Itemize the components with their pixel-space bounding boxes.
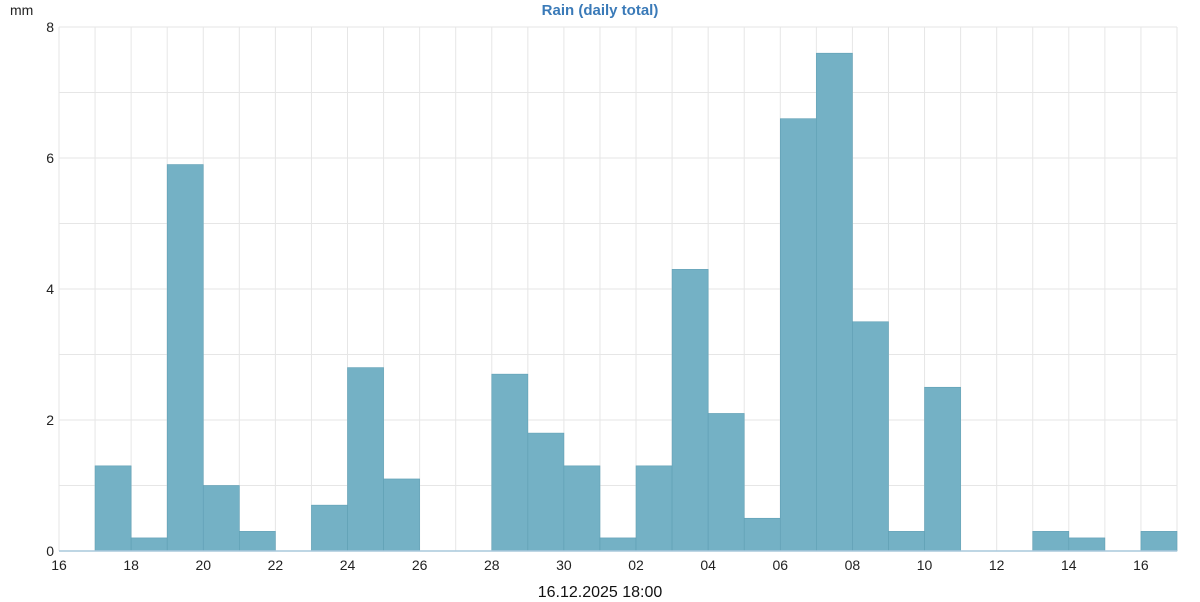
x-tick-label: 18: [123, 557, 139, 573]
y-tick-label: 8: [46, 19, 54, 35]
bar-20.11: [202, 485, 240, 552]
y-tick-label: 0: [46, 543, 54, 559]
y-tick-label: 4: [46, 281, 54, 297]
x-tick-label: 06: [773, 557, 789, 573]
bar-03.12: [671, 269, 709, 552]
x-axis-timestamp-label: 16.12.2025 18:00: [537, 584, 663, 601]
bar-17.11: [94, 465, 132, 552]
bar-21.11: [239, 531, 276, 552]
x-tick-label: 28: [484, 557, 500, 573]
y-tick-label: 2: [46, 412, 54, 428]
bar-07.12: [816, 52, 853, 552]
bar-10.12: [924, 386, 961, 552]
x-tick-label: 08: [845, 557, 861, 573]
x-tick-label: 20: [195, 557, 211, 573]
x-tick-label: 24: [340, 557, 356, 573]
x-tick-label: 26: [412, 557, 428, 573]
x-tick-label: 30: [556, 557, 572, 573]
x-tick-label: 12: [989, 557, 1005, 573]
x-tick-label: 14: [1061, 557, 1077, 573]
bar-23.11: [311, 504, 348, 552]
bar-09.12: [888, 531, 925, 552]
y-axis-unit-label: mm: [10, 2, 34, 18]
bar-05.12: [743, 517, 781, 552]
bar-02.12: [635, 465, 673, 552]
x-tick-label: 16: [51, 557, 67, 573]
bar-08.12: [852, 321, 889, 552]
bar-25.11: [383, 478, 420, 552]
bar-18.11: [130, 537, 168, 552]
bar-04.12: [707, 413, 745, 552]
x-tick-label: 04: [700, 557, 716, 573]
bar-13.12: [1032, 531, 1070, 552]
x-tick-label: 02: [628, 557, 644, 573]
bar-30.11: [563, 465, 601, 552]
bar-24.11: [347, 367, 384, 552]
bar-14.12: [1068, 537, 1106, 552]
bar-16.12: [1140, 531, 1178, 552]
bar-19.11: [166, 164, 204, 552]
x-tick-label: 16: [1133, 557, 1149, 573]
bar-06.12: [779, 118, 817, 552]
bar-01.12: [599, 537, 637, 552]
x-tick-label: 10: [917, 557, 933, 573]
chart-title: Rain (daily total): [541, 2, 659, 19]
bar-29.11: [527, 432, 565, 552]
y-tick-label: 6: [46, 150, 54, 166]
x-tick-label: 22: [268, 557, 284, 573]
bar-28.11: [491, 373, 529, 552]
